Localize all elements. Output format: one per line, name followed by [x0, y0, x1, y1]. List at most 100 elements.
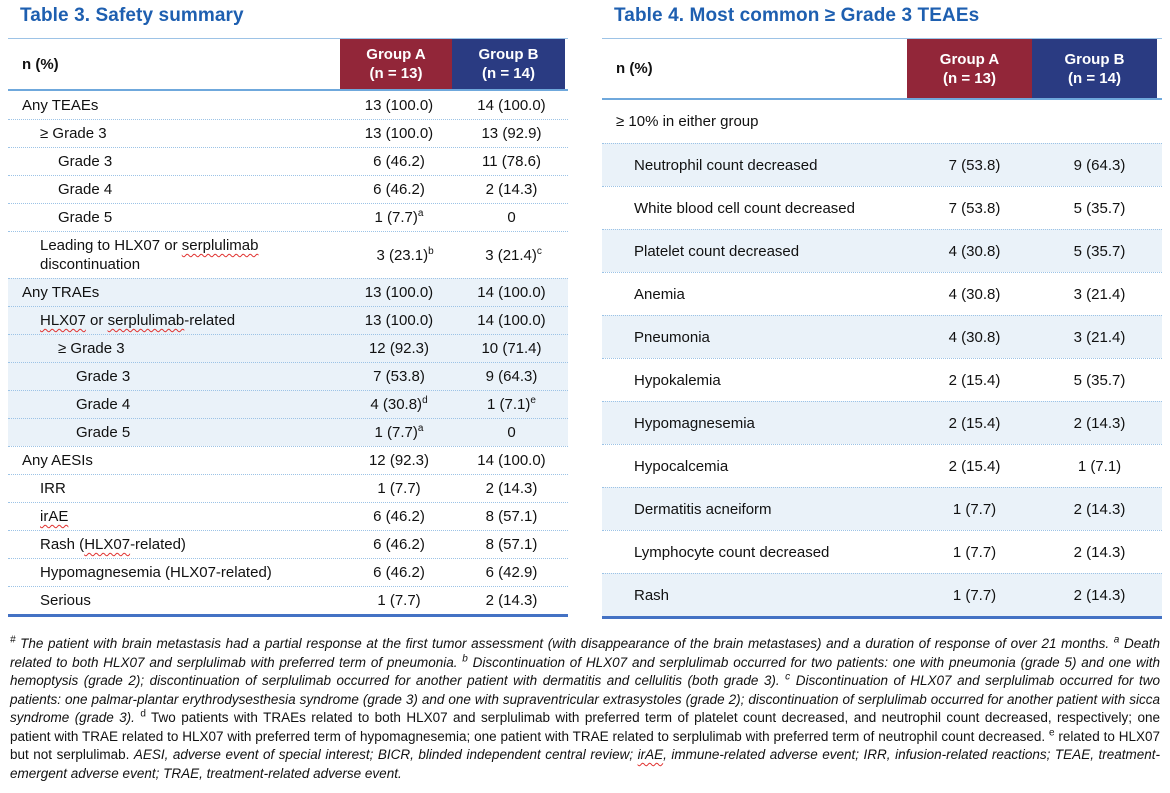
footnote-text: related to HLX07 but not serplulimab. — [10, 728, 1160, 763]
row-value-group-a: 2 (15.4) — [948, 457, 1001, 475]
misspelled-word: irAE — [40, 508, 69, 525]
footnote-marker: # — [10, 634, 16, 646]
row-value-group-a: 6 (46.2) — [373, 181, 425, 198]
table-row: Any TRAEs 13 (100.0) 14 (100.0) — [8, 278, 568, 306]
group-b-header: Group B (n = 14) — [452, 39, 565, 89]
row-value-group-b: 8 (57.1) — [485, 508, 538, 525]
table-3-header-row: n (%) Group A (n = 13) Group B (n = 14) — [8, 38, 568, 91]
row-label: Grade 3 — [76, 368, 131, 385]
row-label: White blood cell count decreased — [634, 199, 855, 217]
row-value-group-b: 6 (42.9) — [485, 564, 538, 581]
misspelled-word: serplulimab — [107, 312, 185, 329]
row-label: ≥ Grade 3 — [40, 125, 107, 142]
table-row: Rash (HLX07-related) 6 (46.2) 8 (57.1) — [8, 530, 568, 558]
footnote-marker: a — [1113, 634, 1120, 646]
group-b-header: Group B (n = 14) — [1032, 39, 1157, 98]
footnote-text: Two patients with TRAEs related to both … — [10, 710, 1160, 744]
row-label: Platelet count decreased — [634, 242, 800, 260]
row-label: Grade 4 — [76, 396, 131, 413]
table-row: Neutrophil count decreased 7 (53.8) 9 (64.… — [602, 143, 1162, 186]
row-value-group-a: 6 (46.2) — [373, 508, 425, 525]
row-value-group-b: 2 (14.3) — [485, 480, 538, 497]
table-4-title: Table 4. Most common ≥ Grade 3 TEAEs — [614, 5, 980, 26]
row-label: Rash — [634, 586, 670, 604]
row-value-group-b: 2 (14.3) — [1073, 414, 1126, 432]
row-value-group-b: 2 (14.3) — [485, 592, 538, 609]
row-value-group-a: 1 (7.7) — [952, 543, 997, 561]
row-label: Lymphocyte count decreased — [634, 543, 830, 561]
row-value-group-a: 2 (15.4) — [948, 414, 1001, 432]
table-row: Grade 4 4 (30.8)d 1 (7.1)e — [8, 390, 568, 418]
footnote-text: The patient with brain metastasis had a … — [15, 636, 1114, 651]
row-value-group-a: 13 (100.0) — [364, 96, 434, 114]
footnote: # The patient with brain metastasis had … — [10, 635, 1160, 783]
row-label: Any AESIs — [22, 452, 93, 469]
row-value-group-a: 1 (7.7)a — [374, 423, 424, 442]
row-label: Serious — [40, 592, 91, 609]
row-value-group-a: 4 (30.8) — [948, 242, 1001, 260]
row-value-group-a: 1 (7.7) — [952, 586, 997, 604]
footnote-text: Discontinuation of HLX07 and serplulimab… — [10, 654, 1160, 689]
table-row: Dermatitis acneiform 1 (7.7) 2 (14.3) — [602, 487, 1162, 530]
footnote-text: irAE — [637, 747, 664, 762]
row-value-group-a: 6 (46.2) — [373, 153, 425, 170]
table-3-safety-summary: Table 3. Safety summary n (%) Group A (n… — [8, 4, 568, 619]
row-value-group-a: 1 (7.7) — [377, 480, 421, 497]
misspelled-word: HLX07 — [84, 536, 131, 553]
table-row: Hypomagnesemia 2 (15.4) 2 (14.3) — [602, 401, 1162, 444]
row-label: Anemia — [634, 285, 685, 303]
row-value-group-a: 7 (53.8) — [948, 156, 1001, 174]
row-value-group-b: 0 — [507, 424, 516, 441]
footnote-marker: a — [417, 208, 424, 219]
row-label: HLX07 or serplulimab-related — [40, 312, 236, 329]
table-row: Grade 4 6 (46.2) 2 (14.3) — [8, 175, 568, 203]
footnote-marker: c — [785, 671, 791, 683]
row-value-group-b: 3 (21.4) — [1073, 285, 1126, 303]
row-label: ≥ 10% in either group — [616, 113, 759, 130]
misspelled-word: HLX07 — [40, 312, 86, 329]
table-4-header-row: n (%) Group A (n = 13) Group B (n = 14) — [602, 38, 1162, 100]
row-value-group-b: 5 (35.7) — [1073, 242, 1126, 260]
row-value-group-b: 2 (14.3) — [1073, 500, 1126, 518]
row-label: Hypokalemia — [634, 371, 721, 389]
row-label: Dermatitis acneiform — [634, 500, 772, 518]
row-value-group-a: 1 (7.7) — [952, 500, 997, 518]
footnote-text: Death related to both HLX07 and serpluli… — [10, 636, 1160, 670]
row-value-group-a: 1 (7.7)a — [374, 208, 424, 227]
row-value-group-b: 1 (7.1) — [1077, 457, 1122, 475]
table-row: irAE 6 (46.2) 8 (57.1) — [8, 502, 568, 530]
table-row: Platelet count decreased 4 (30.8) 5 (35.7) — [602, 229, 1162, 272]
table-row: Any TEAEs 13 (100.0) 14 (100.0) — [8, 91, 568, 119]
table-row: White blood cell count decreased 7 (53.8)… — [602, 186, 1162, 229]
row-value-group-b: 8 (57.1) — [485, 536, 538, 553]
table-row: Hypomagnesemia (HLX07-related) 6 (46.2) 6 … — [8, 558, 568, 586]
footnote-marker: c — [536, 245, 542, 257]
table-row: Lymphocyte count decreased 1 (7.7) 2 (14.3… — [602, 530, 1162, 573]
row-value-group-b — [1037, 118, 1162, 126]
row-value-group-a — [912, 118, 1037, 126]
row-value-group-b: 0 — [507, 209, 516, 226]
footnote-marker: b — [428, 245, 434, 257]
row-label: Hypomagnesemia (HLX07-related) — [40, 564, 272, 581]
table-3-body: Any TEAEs 13 (100.0) 14 (100.0) ≥ Grade 3 13… — [8, 91, 568, 617]
row-label: Any TEAEs — [22, 96, 99, 114]
footnote-marker: d — [140, 708, 146, 720]
footnote-text: Discontinuation of HLX07 and serplulimab… — [10, 673, 1160, 725]
row-value-group-b: 3 (21.4)c — [485, 245, 542, 264]
table-row: Hypocalcemia 2 (15.4) 1 (7.1) — [602, 444, 1162, 487]
table-row: Grade 5 1 (7.7)a 0 — [8, 203, 568, 231]
column-header-n-percent: n (%) — [616, 60, 653, 77]
table-row: Rash 1 (7.7) 2 (14.3) — [602, 573, 1162, 616]
table-row: HLX07 or serplulimab-related 13 (100.0) 14… — [8, 306, 568, 334]
footnote-text: AESI, adverse event of special interest;… — [133, 747, 638, 762]
column-header-n-percent: n (%) — [22, 55, 59, 73]
row-value-group-b: 5 (35.7) — [1073, 199, 1126, 217]
row-value-group-a: 2 (15.4) — [948, 371, 1001, 389]
row-label: Neutrophil count decreased — [634, 156, 818, 174]
row-label: Any TRAEs — [22, 284, 100, 301]
row-value-group-b: 9 (64.3) — [485, 368, 538, 385]
row-value-group-b: 5 (35.7) — [1073, 371, 1126, 389]
row-label: IRR — [40, 480, 66, 497]
row-value-group-a: 4 (30.8) — [948, 328, 1001, 346]
row-value-group-b: 2 (14.3) — [1073, 543, 1126, 561]
